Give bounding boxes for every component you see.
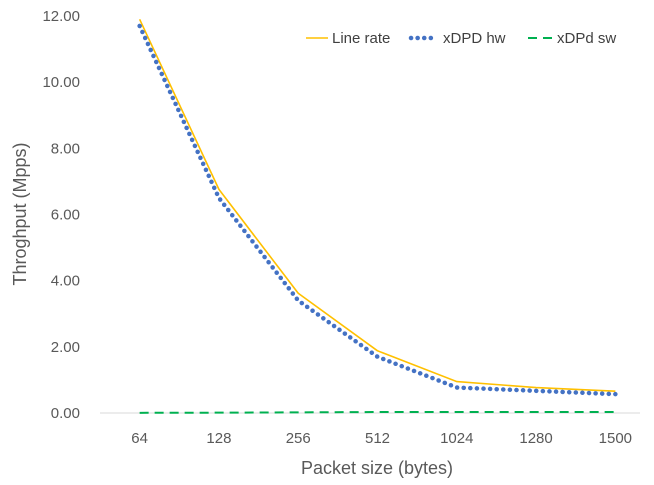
y-axis-title: Throghput (Mpps) bbox=[10, 142, 30, 285]
legend-label: Line rate bbox=[332, 30, 390, 47]
x-tick-label: 128 bbox=[206, 430, 231, 447]
y-tick-label: 4.00 bbox=[51, 273, 80, 290]
series-layer bbox=[137, 18, 618, 414]
x-tick-label: 1024 bbox=[440, 430, 473, 447]
x-axis-title: Packet size (bytes) bbox=[301, 458, 453, 478]
legend: Line rate xDPD hw xDPd sw bbox=[306, 30, 616, 47]
y-tick-label: 2.00 bbox=[51, 339, 80, 356]
series-line-xdpd-hw bbox=[137, 23, 618, 397]
series-line-xdpd-sw bbox=[139, 411, 616, 414]
x-tick-label: 256 bbox=[286, 430, 311, 447]
y-tick-label: 0.00 bbox=[51, 405, 80, 422]
legend-item-xdpd-sw: xDPd sw bbox=[528, 30, 616, 47]
x-tick-label: 1280 bbox=[519, 430, 552, 447]
x-tick-label: 64 bbox=[131, 430, 148, 447]
x-tick-label: 512 bbox=[365, 430, 390, 447]
y-tick-label: 8.00 bbox=[51, 140, 80, 157]
x-axis-ticks: 64 128 256 512 1024 1280 1500 bbox=[131, 430, 632, 447]
series-line-line-rate bbox=[138, 18, 616, 392]
legend-label: xDPD hw bbox=[443, 30, 506, 47]
y-tick-label: 12.00 bbox=[42, 8, 80, 25]
legend-label: xDPd sw bbox=[557, 30, 616, 47]
y-tick-label: 10.00 bbox=[42, 74, 80, 91]
legend-item-xdpd-hw: xDPD hw bbox=[408, 30, 506, 47]
legend-item-line-rate: Line rate bbox=[306, 30, 390, 47]
y-tick-label: 6.00 bbox=[51, 207, 80, 224]
x-tick-label: 1500 bbox=[599, 430, 632, 447]
y-axis-ticks: 0.00 2.00 4.00 6.00 8.00 10.00 12.00 bbox=[42, 8, 80, 422]
